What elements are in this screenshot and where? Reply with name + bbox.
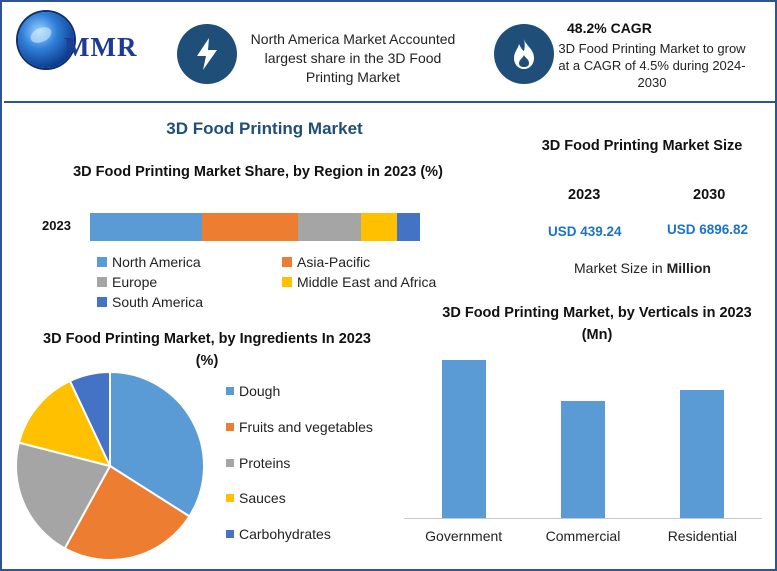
- verticals-bar-government: [441, 359, 486, 518]
- ingredients-pie-chart: [15, 370, 205, 561]
- globe-logo-icon: [18, 12, 74, 68]
- legend-swatch: [226, 387, 234, 395]
- legend-item-south-america: South America: [97, 292, 203, 312]
- logo-text: MMR: [64, 32, 138, 62]
- legend-label: Fruits and vegetables: [239, 419, 373, 435]
- pie-legend-sauces: Sauces: [226, 488, 286, 508]
- ingredients-chart-title: 3D Food Printing Market, by Ingredients …: [43, 331, 371, 369]
- legend-label: Asia-Pacific: [297, 254, 371, 270]
- legend-label: North America: [112, 254, 201, 270]
- legend-label: Middle East and Africa: [297, 274, 437, 290]
- legend-label: Europe: [112, 274, 158, 290]
- region-bar-segment-europe: [297, 213, 361, 241]
- region-bar-segment-south-america: [396, 213, 420, 241]
- verticals-plot-area: [404, 342, 762, 518]
- verticals-category-label: Government: [425, 528, 503, 544]
- legend-swatch: [226, 459, 234, 467]
- verticals-bar-residential: [680, 389, 725, 518]
- legend-item-north-america: North America: [97, 252, 201, 272]
- flame-icon: [494, 24, 554, 84]
- market-size-year-2023: 2023: [568, 187, 601, 203]
- region-bar-segment-north-america: [90, 213, 203, 241]
- legend-label: Carbohydrates: [239, 526, 331, 542]
- cagr-title: 48.2% CAGR: [567, 20, 652, 36]
- verticals-category-label: Residential: [667, 528, 737, 544]
- header-divider: [4, 101, 777, 103]
- region-chart-title: 3D Food Printing Market Share, by Region…: [73, 164, 443, 180]
- pie-legend-proteins: Proteins: [226, 453, 290, 473]
- main-title: 3D Food Printing Market: [166, 119, 363, 138]
- legend-label: Dough: [239, 383, 281, 399]
- market-size-value-2023: USD 439.24: [548, 224, 622, 239]
- pie-legend-carbohydrates: Carbohydrates: [226, 524, 331, 544]
- legend-label: South America: [112, 294, 204, 310]
- market-size-title: 3D Food Printing Market Size: [541, 138, 743, 154]
- verticals-chart-title: 3D Food Printing Market, by Verticals in…: [442, 305, 752, 343]
- market-size-unit: Market Size in Million: [574, 260, 711, 276]
- legend-swatch: [282, 257, 292, 267]
- pie-slice-fruits-and-vegetables: [63, 464, 191, 561]
- verticals-category-labels: Government Commercial Residential: [404, 528, 762, 550]
- highlight-text: North America Market Accounted largest s…: [250, 31, 456, 85]
- legend-swatch: [226, 423, 234, 431]
- legend-item-middle-east-africa: Middle East and Africa: [282, 272, 436, 292]
- region-stacked-bar: [90, 213, 420, 241]
- unit-bold: Million: [666, 260, 711, 276]
- region-bar-category-label: 2023: [42, 218, 71, 233]
- verticals-category-label: Commercial: [545, 528, 621, 544]
- legend-item-asia-pacific: Asia-Pacific: [282, 252, 370, 272]
- legend-swatch: [282, 277, 292, 287]
- verticals-bar-commercial: [561, 400, 605, 518]
- pie-slice-carbohydrates: [68, 370, 111, 467]
- market-size-value-2030: USD 6896.82: [667, 222, 749, 237]
- pie-legend-dough: Dough: [226, 381, 280, 401]
- legend-swatch: [97, 257, 107, 267]
- pie-legend-fruits-vegetables: Fruits and vegetables: [226, 417, 373, 437]
- legend-swatch: [226, 494, 234, 502]
- legend-label: Sauces: [239, 490, 286, 506]
- legend-swatch: [97, 277, 107, 287]
- lightning-bolt-icon: [177, 24, 237, 84]
- region-bar-segment-middle-east-and-africa: [360, 213, 397, 241]
- unit-prefix: Market Size in: [574, 260, 667, 276]
- region-bar-segment-asia-pacific: [202, 213, 298, 241]
- legend-label: Proteins: [239, 455, 291, 471]
- pie-slice-sauces: [17, 379, 112, 468]
- legend-swatch: [226, 530, 234, 538]
- legend-item-europe: Europe: [97, 272, 157, 292]
- legend-swatch: [97, 297, 107, 307]
- pie-slice-proteins: [15, 441, 112, 550]
- cagr-text: 3D Food Printing Market to grow at a CAG…: [558, 41, 746, 90]
- market-size-year-2030: 2030: [693, 187, 726, 203]
- verticals-x-axis: [404, 518, 762, 519]
